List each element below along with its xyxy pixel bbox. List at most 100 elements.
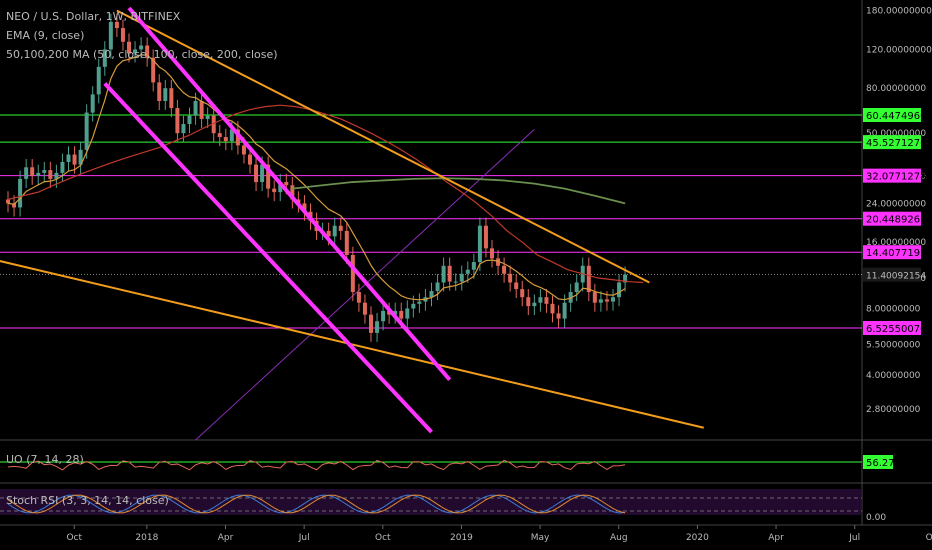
candle-body	[496, 258, 501, 266]
uo-line	[7, 459, 626, 471]
symbol-legend[interactable]: NEO / U.S. Dollar, 1W, BITFINEX	[6, 10, 181, 23]
x-tick-label: 2018	[135, 533, 158, 543]
candle-body	[24, 167, 29, 179]
candle-body	[617, 282, 622, 298]
candle-body	[187, 115, 192, 125]
candle-body	[604, 299, 609, 302]
uo-legend[interactable]: UO (7, 14, 28)	[6, 453, 84, 466]
x-tick-label: Jul	[848, 533, 860, 543]
candle-body	[235, 129, 240, 146]
price-pane[interactable]	[0, 6, 862, 440]
level-price-tag	[863, 135, 921, 150]
candle-body	[362, 302, 367, 315]
x-tick-label: 2020	[686, 533, 709, 543]
ema-line	[7, 54, 626, 301]
uo-value-tag	[863, 455, 893, 469]
candle-body	[108, 21, 113, 50]
y-tick-label: 80.00000000	[866, 84, 926, 94]
candle-body	[453, 281, 458, 283]
candle-body	[568, 292, 573, 303]
candle-body	[369, 314, 373, 333]
candle-body	[544, 297, 549, 304]
candle-body	[241, 145, 246, 155]
candle-body	[562, 302, 567, 319]
level-price-tag-text: 6.52550070	[866, 324, 926, 335]
candle-body	[102, 49, 107, 67]
candle-body	[508, 273, 513, 283]
time-axis: Oct 2018 Apr Jul Oct 2019 May Aug 2020 Apr Jul Oct	[66, 525, 932, 543]
candle-body	[611, 297, 615, 302]
candle-body	[223, 137, 228, 142]
candle-body	[592, 292, 597, 303]
stoch-legend[interactable]: Stoch RSI (3, 3, 14, 14, close)	[6, 494, 169, 507]
candle-body	[471, 262, 476, 270]
candle-body	[586, 265, 591, 293]
candle-body	[6, 199, 10, 204]
y-tick-label: 2.80000000	[866, 405, 921, 415]
candle-body	[272, 188, 277, 193]
channel-lower-line	[103, 82, 433, 434]
level-price-tag	[863, 168, 921, 183]
candle-body	[175, 108, 180, 134]
candle-body	[211, 115, 216, 134]
candle-body	[254, 164, 259, 183]
candle-body	[399, 310, 404, 319]
x-tick-label: Oct	[66, 533, 82, 543]
candle-body	[120, 28, 125, 42]
candle-body	[302, 203, 307, 212]
candle-body	[514, 282, 519, 290]
candle-body	[405, 308, 410, 319]
y-tick-label: 4.00000000	[866, 371, 921, 381]
candle-body	[550, 303, 555, 314]
stoch-pane: 0.00	[7, 494, 886, 523]
candle-body	[157, 82, 162, 101]
level-price-tag-text: 60.44749604	[866, 111, 932, 122]
candle-body	[483, 225, 488, 249]
last-price-tag-text: 11.40092154	[866, 272, 926, 282]
ma-legend[interactable]: 50,100,200 MA (50, close, 100, close, 20…	[6, 48, 278, 61]
last-price-tag	[863, 267, 921, 282]
x-tick-label: Aug	[610, 533, 628, 543]
level-tags: 60.44749604 45.52712765 32.07712780 20.4489…	[863, 108, 932, 335]
candle-body	[60, 161, 65, 173]
x-tick-label: May	[531, 533, 550, 543]
candle-body	[502, 265, 507, 274]
candle-body	[387, 310, 392, 315]
candle-body	[623, 274, 628, 283]
x-tick-label: Apr	[218, 533, 234, 543]
ema-legend[interactable]: EMA (9, close)	[6, 29, 85, 42]
uo-pane: 56.27	[0, 455, 895, 471]
candle-body	[163, 88, 168, 101]
candle-body	[72, 154, 77, 165]
candle-body	[139, 45, 144, 50]
candle-body	[411, 303, 416, 309]
y-tick-label: 5.50000000	[866, 340, 921, 350]
x-tick-label: Oct	[375, 533, 391, 543]
candle-body	[350, 254, 355, 293]
candle-body	[30, 167, 35, 176]
candle-body	[326, 230, 331, 237]
candle-body	[526, 297, 531, 307]
candle-body	[477, 225, 482, 263]
level-price-tag	[863, 108, 921, 123]
candle-body	[127, 41, 131, 54]
candle-body	[181, 124, 186, 134]
candle-body	[332, 225, 337, 237]
y-tick-label: 8.00000000	[866, 304, 921, 314]
stoch-k-line	[7, 494, 626, 514]
candle-body	[96, 66, 101, 95]
candle-body	[133, 49, 138, 54]
channel-upper-line	[127, 6, 452, 382]
fib-fan-line	[195, 129, 535, 440]
candle-body	[356, 292, 361, 303]
x-tick-label: 2019	[450, 533, 473, 543]
candle-body	[465, 269, 470, 274]
stoch-y-tick: 0.00	[866, 513, 886, 523]
level-price-tag-text: 32.07712780	[866, 172, 932, 183]
candle-body	[290, 185, 295, 200]
y-tick-label: 180.00000000	[866, 7, 932, 17]
candle-body	[429, 291, 434, 298]
level-price-tag	[863, 211, 921, 226]
